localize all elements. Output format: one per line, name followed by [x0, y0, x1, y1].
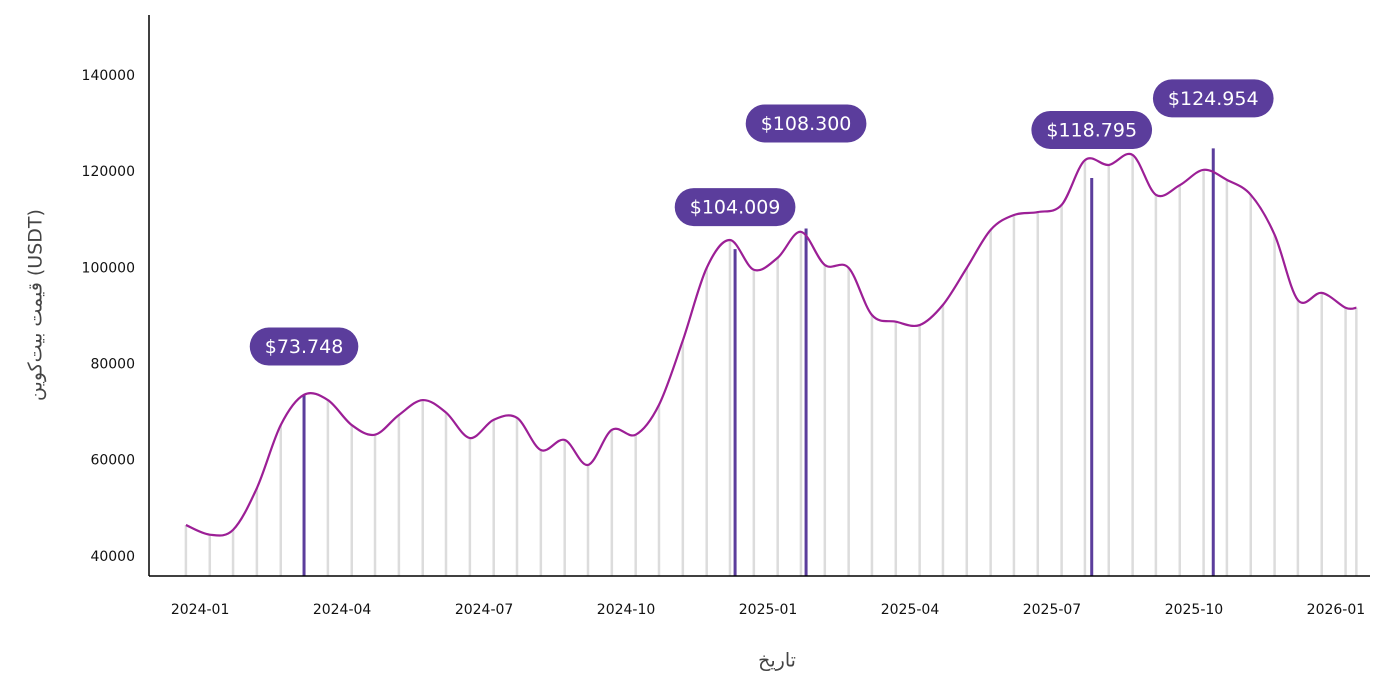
annotation-bubble: $104.009 [674, 188, 796, 227]
bubble-label: $118.795 [1046, 119, 1137, 141]
bubble-bg [1152, 79, 1274, 118]
y-tick-label: 80000 [90, 356, 135, 372]
annotation-bubble: $73.748 [249, 327, 359, 366]
y-tick-label: 60000 [90, 453, 135, 469]
bubble-label: $108.300 [761, 113, 852, 135]
bubble-bg [249, 327, 359, 366]
bubble-bg [674, 188, 796, 227]
price-line [185, 152, 1357, 537]
y-tick-label: 40000 [90, 549, 135, 565]
y-tick-label: 100000 [82, 260, 135, 276]
x-tick-label: 2025-10 [1165, 602, 1224, 618]
bubble-bg [1031, 110, 1153, 149]
annotation-bubble: $108.300 [745, 104, 867, 143]
annotation-bubble: $124.954 [1152, 79, 1274, 118]
y-axis-title: قیمت بیت‌کوین (USDT) [25, 209, 47, 401]
x-tick-label: 2025-04 [881, 602, 940, 618]
y-tick-label: 140000 [82, 68, 135, 84]
y-tick-label: 120000 [82, 164, 135, 180]
x-tick-label: 2025-07 [1023, 602, 1082, 618]
annotation-bubble: $118.795 [1031, 110, 1153, 149]
x-tick-label: 2024-07 [455, 602, 514, 618]
bubble-label: $104.009 [690, 197, 781, 219]
x-tick-label: 2024-04 [313, 602, 372, 618]
x-tick-label: 2024-10 [597, 602, 656, 618]
x-axis-title: تاریخ [758, 650, 796, 672]
x-tick-label: 2024-01 [171, 602, 230, 618]
x-tick-label: 2026-01 [1307, 602, 1366, 618]
bubble-label: $73.748 [265, 336, 344, 358]
bubble-bg [745, 104, 867, 143]
x-tick-label: 2025-01 [739, 602, 798, 618]
bubble-label: $124.954 [1168, 88, 1259, 110]
